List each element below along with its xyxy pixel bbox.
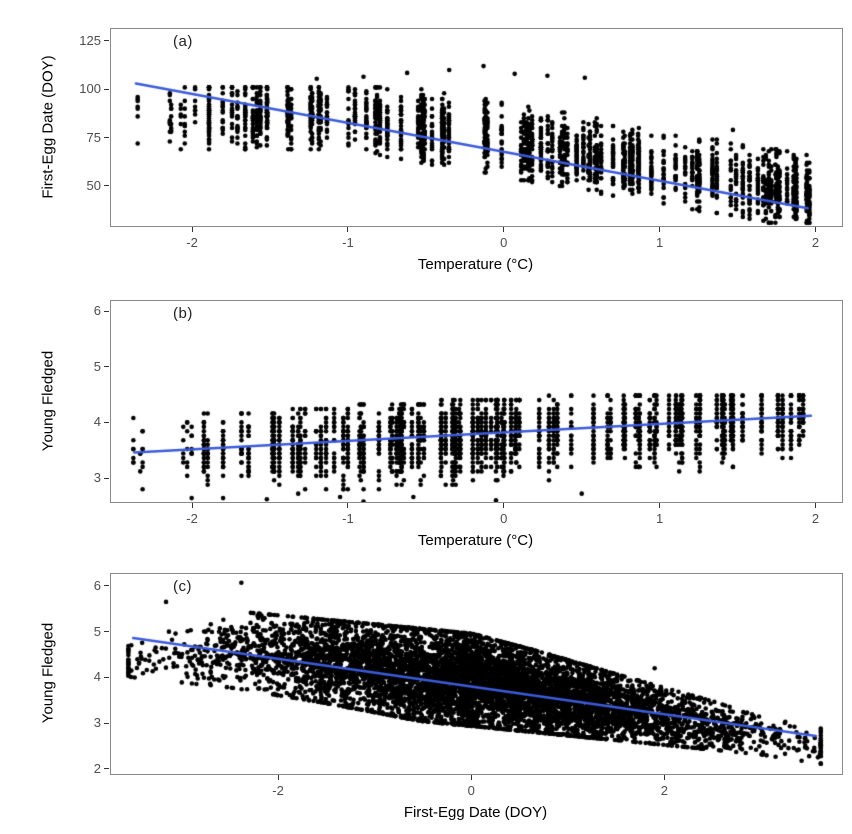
x-tick-mark <box>191 227 193 232</box>
x-tick-mark <box>347 503 349 508</box>
y-tick-label: 6 <box>93 577 101 593</box>
x-tick-mark <box>503 503 505 508</box>
y-tick-label: 5 <box>93 623 101 639</box>
x-tick-mark <box>815 503 816 508</box>
y-tick-mark <box>104 40 109 42</box>
x-tick-mark <box>663 775 665 780</box>
y-tick-mark <box>104 768 109 770</box>
y-tick-mark <box>104 185 109 187</box>
panel-tag-c: (c) <box>173 578 192 595</box>
scatter-canvas-a <box>111 29 842 226</box>
x-tick-label: 0 <box>467 783 475 798</box>
y-tick-mark <box>104 631 109 633</box>
y-tick-label: 125 <box>79 32 101 48</box>
y-tick-mark <box>104 310 109 312</box>
x-axis-title-c: First-Egg Date (DOY) <box>403 804 548 821</box>
y-tick-label: 75 <box>86 129 101 145</box>
x-tick-label: 1 <box>656 511 664 526</box>
x-tick-label: -1 <box>342 235 354 250</box>
y-tick-label: 3 <box>93 470 101 486</box>
x-tick-label: -2 <box>272 783 284 798</box>
y-tick-label: 4 <box>93 669 101 685</box>
plot-area-a: (a) <box>110 28 843 227</box>
y-tick-label: 3 <box>93 715 101 731</box>
y-tick-label: 100 <box>79 81 101 97</box>
y-tick-mark <box>104 585 109 587</box>
scatter-canvas-b <box>111 301 842 502</box>
x-tick-mark <box>347 227 349 232</box>
y-tick-mark <box>104 366 109 368</box>
scatter-canvas-c <box>111 574 842 774</box>
y-tick-mark <box>104 676 109 678</box>
x-tick-label: -2 <box>186 235 198 250</box>
y-tick-mark <box>104 137 109 139</box>
x-tick-mark <box>470 775 472 780</box>
panel-tag-a: (a) <box>173 33 193 50</box>
y-tick-label: 2 <box>93 760 101 776</box>
x-axis-title-b: Temperature (°C) <box>417 532 534 549</box>
y-tick-mark <box>104 421 109 423</box>
plot-area-b: (b) <box>110 300 843 503</box>
plot-area-c: (c) <box>110 573 843 775</box>
x-tick-mark <box>815 227 816 232</box>
x-tick-mark <box>191 503 193 508</box>
x-tick-label: 1 <box>656 235 664 250</box>
x-tick-mark <box>503 227 505 232</box>
x-tick-label: 2 <box>811 511 820 526</box>
y-tick-mark <box>104 88 109 90</box>
x-tick-label: 0 <box>500 511 508 526</box>
y-tick-label: 5 <box>93 358 101 374</box>
x-axis-title-a: Temperature (°C) <box>417 256 534 273</box>
x-tick-label: 2 <box>811 235 820 250</box>
y-tick-mark <box>104 477 109 479</box>
x-tick-label: -1 <box>342 511 354 526</box>
x-tick-label: -2 <box>186 511 198 526</box>
y-tick-mark <box>104 722 109 724</box>
y-tick-label: 50 <box>86 177 101 193</box>
y-tick-label: 6 <box>93 303 101 319</box>
x-tick-mark <box>659 503 661 508</box>
panel-tag-b: (b) <box>173 305 193 322</box>
x-tick-label: 0 <box>500 235 508 250</box>
x-tick-mark <box>659 227 661 232</box>
x-tick-label: 2 <box>660 783 668 798</box>
y-tick-label: 4 <box>93 414 101 430</box>
x-tick-mark <box>277 775 279 780</box>
y-axis-title-a: First-Egg Date (DOY) <box>39 54 57 199</box>
